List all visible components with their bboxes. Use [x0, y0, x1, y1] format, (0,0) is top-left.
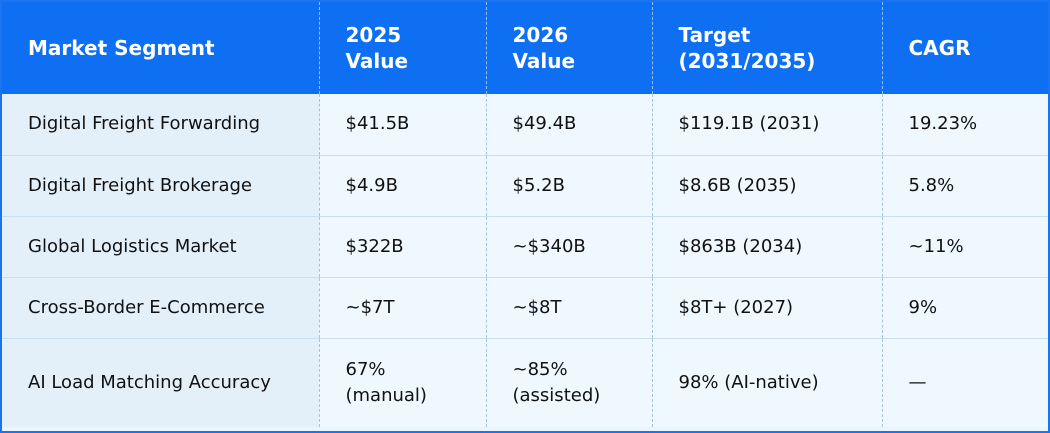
cell-2026-value: ~85% (assisted): [485, 337, 652, 427]
cell-2025-value: ~$7T: [318, 276, 486, 338]
cell-cagr: 19.23%: [881, 94, 1048, 155]
market-segment-table: Market Segment 2025 Value 2026 Value Tar…: [2, 2, 1048, 427]
table-row: Digital Freight Forwarding $41.5B $49.4B…: [2, 94, 1048, 155]
cell-target: $119.1B (2031): [651, 94, 882, 155]
cell-cagr: ~11%: [881, 215, 1048, 277]
header-market-segment: Market Segment: [28, 36, 215, 60]
cell-target: $8.6B (2035): [651, 154, 882, 216]
table-row: AI Load Matching Accuracy 67% (manual) ~…: [2, 337, 1048, 427]
cell-2025-value: $41.5B: [318, 94, 486, 155]
cell-2026-value: $5.2B: [485, 154, 652, 216]
header-2025-value: 2025 Value: [318, 2, 486, 94]
header-target: Target (2031/2035): [651, 2, 882, 94]
cell-cagr: 5.8%: [881, 154, 1048, 216]
cell-target: $863B (2034): [651, 215, 882, 277]
table-row: Global Logistics Market $322B ~$340B $86…: [2, 215, 1048, 277]
cell-segment: Cross-Border E-Commerce: [2, 276, 319, 338]
cell-2026-value: $49.4B: [485, 94, 652, 155]
cell-target: $8T+ (2027): [651, 276, 882, 338]
table-header-row: Market Segment 2025 Value 2026 Value Tar…: [2, 2, 1048, 94]
header-cagr: CAGR: [881, 2, 1048, 94]
cell-2025-value: 67% (manual): [318, 337, 486, 427]
cell-2026-value: ~$8T: [485, 276, 652, 338]
cell-segment: Digital Freight Brokerage: [2, 154, 319, 216]
table-row: Cross-Border E-Commerce ~$7T ~$8T $8T+ (…: [2, 276, 1048, 338]
cell-segment: Digital Freight Forwarding: [2, 94, 319, 155]
cell-segment: Global Logistics Market: [2, 215, 319, 277]
table-row: Digital Freight Brokerage $4.9B $5.2B $8…: [2, 154, 1048, 216]
cell-cagr: —: [881, 337, 1048, 427]
cell-segment: AI Load Matching Accuracy: [2, 337, 319, 427]
cell-cagr: 9%: [881, 276, 1048, 338]
cell-2025-value: $322B: [318, 215, 486, 277]
cell-2025-value: $4.9B: [318, 154, 486, 216]
cell-target: 98% (AI-native): [651, 337, 882, 427]
header-2026-value: 2026 Value: [485, 2, 652, 94]
cell-2026-value: ~$340B: [485, 215, 652, 277]
